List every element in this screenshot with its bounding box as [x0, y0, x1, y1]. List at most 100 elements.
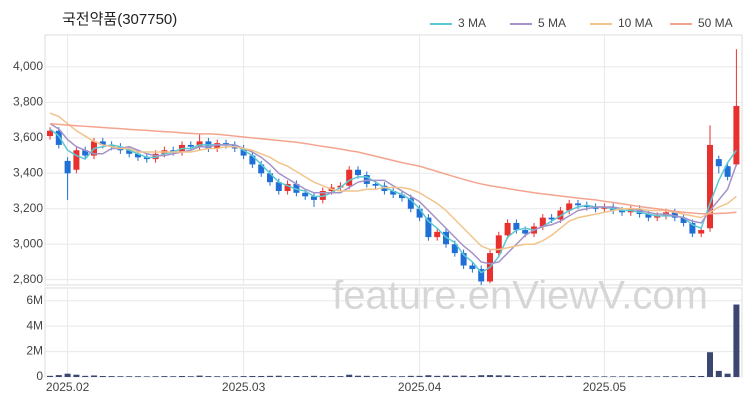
candle-body	[363, 175, 370, 184]
candle-body	[443, 231, 449, 245]
candle-body	[196, 141, 203, 147]
y-tick-label: 3,000	[13, 236, 43, 250]
volume-bar	[478, 375, 485, 377]
volume-bar	[451, 375, 458, 377]
candle-body	[733, 105, 740, 165]
volume-bar	[319, 376, 326, 377]
candle-body	[126, 150, 133, 154]
candle-body	[108, 144, 115, 147]
volume-bar	[161, 376, 168, 377]
candle-body	[240, 148, 247, 156]
candle-body	[495, 235, 502, 254]
candle-body	[170, 150, 177, 153]
candle-body	[680, 217, 687, 223]
volume-bar	[663, 376, 669, 377]
candle-body	[223, 143, 229, 145]
candle-body	[619, 210, 625, 213]
ma-line	[49, 112, 737, 251]
candle-body	[707, 144, 713, 229]
candle-body	[689, 222, 696, 234]
volume-bar	[64, 373, 71, 377]
candle-body	[469, 265, 476, 270]
candle-body	[82, 150, 89, 156]
chart-title: 국전약품(307750)	[62, 11, 177, 28]
candle-body	[293, 183, 300, 193]
candle-body	[583, 205, 590, 207]
volume-bar	[583, 376, 590, 377]
volume-bar	[311, 375, 317, 377]
volume-bar	[610, 376, 617, 377]
volume-bar	[513, 375, 520, 377]
candle-body	[258, 164, 265, 174]
x-tick-label: 2025.05	[583, 380, 627, 394]
candle-body	[724, 166, 731, 177]
volume-bar	[152, 376, 159, 377]
volume-bar	[469, 375, 476, 377]
ma-line	[49, 128, 738, 274]
candle-body	[214, 143, 221, 149]
volume-bar	[636, 376, 643, 377]
candle-body	[381, 185, 388, 192]
y-tick-label: 2,800	[13, 272, 43, 286]
y-tick-label: 0	[36, 369, 43, 383]
candle-body	[372, 183, 379, 186]
volume-bar	[328, 375, 335, 377]
volume-bar	[196, 375, 203, 377]
volume-bar	[601, 376, 608, 377]
candle-body	[715, 159, 722, 167]
volume-bar	[707, 352, 713, 377]
volume-bar	[284, 376, 291, 377]
candle-body	[302, 192, 309, 197]
volume-bar	[434, 375, 441, 377]
volume-bar	[592, 376, 599, 377]
volume-bar	[179, 375, 185, 377]
candle-body	[73, 150, 80, 170]
volume-bar	[557, 376, 564, 377]
volume-bar	[91, 375, 97, 377]
candle-body	[143, 157, 150, 160]
volume-bar	[73, 374, 80, 377]
candle-body	[399, 194, 405, 199]
volume-bar	[733, 304, 740, 377]
candle-body	[671, 212, 678, 218]
candle-body	[601, 206, 608, 209]
volume-bar	[170, 376, 177, 377]
candle-body	[135, 153, 141, 158]
y-tick-label: 6M	[26, 293, 43, 307]
volume-bar	[619, 376, 625, 377]
candle-body	[152, 153, 159, 160]
legend-label: 50 MA	[698, 16, 733, 30]
candle-body	[654, 215, 661, 218]
volume-bar	[108, 376, 115, 377]
y-tick-label: 4M	[26, 318, 43, 332]
volume-bar	[240, 376, 247, 377]
candle-body	[284, 183, 291, 192]
volume-bar	[575, 376, 581, 377]
volume-bar	[381, 376, 388, 377]
candle-body	[566, 203, 573, 211]
volume-bar	[214, 376, 221, 377]
volume-bar	[654, 376, 661, 377]
candle-body	[275, 182, 282, 192]
y-tick-label: 4,000	[13, 59, 43, 73]
candle-body	[55, 130, 62, 145]
volume-bar	[495, 375, 502, 377]
volume-bar	[205, 376, 212, 377]
volume-bar	[390, 376, 397, 377]
candle-body	[557, 210, 564, 220]
candle-body	[319, 191, 326, 200]
candle-body	[311, 196, 317, 200]
y-tick-label: 2M	[26, 344, 43, 358]
volume-bar	[302, 376, 309, 377]
volume-bar	[275, 375, 282, 377]
volume-bar	[99, 375, 106, 377]
candle-body	[645, 214, 652, 218]
y-tick-label: 3,600	[13, 130, 43, 144]
volume-bar	[645, 376, 652, 377]
candle-body	[478, 269, 485, 282]
candle-body	[539, 217, 546, 227]
candle-body	[64, 160, 71, 174]
volume-bar	[407, 375, 414, 377]
volume-bar	[337, 376, 344, 377]
watermark: feature.enViewV.com	[332, 274, 708, 318]
